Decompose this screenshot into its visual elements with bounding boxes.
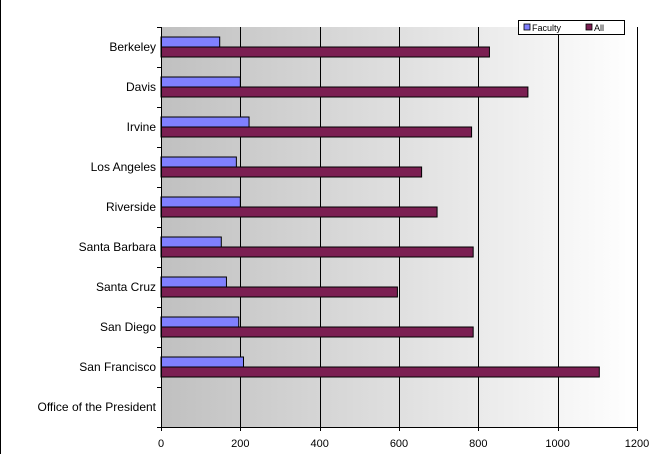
x-tick-label: 400	[310, 438, 328, 450]
category-label: Riverside	[106, 200, 156, 214]
bar-all-san-diego	[160, 326, 474, 338]
x-tick-label: 1200	[625, 438, 649, 450]
bar-faculty-santa-barbara	[160, 236, 222, 248]
legend-swatch-all	[585, 23, 593, 31]
category-label: San Francisco	[79, 360, 156, 374]
bar-all-santa-cruz	[160, 286, 398, 298]
category-label: Santa Cruz	[96, 280, 156, 294]
bar-faculty-irvine	[160, 116, 250, 128]
category-label: San Diego	[100, 320, 156, 334]
bar-faculty-los-angeles	[160, 156, 237, 168]
bar-faculty-riverside	[160, 196, 241, 208]
bar-all-riverside	[160, 206, 438, 218]
x-tick-label: 600	[390, 438, 408, 450]
category-label: Irvine	[127, 120, 157, 134]
category-label: Davis	[126, 80, 156, 94]
bar-faculty-berkeley	[160, 36, 221, 48]
category-label: Los Angeles	[91, 160, 156, 174]
legend-label-faculty: Faculty	[532, 23, 562, 33]
bar-faculty-san-diego	[160, 316, 240, 328]
bar-faculty-davis	[160, 76, 241, 88]
bar-all-berkeley	[160, 46, 490, 58]
category-label: Office of the President	[37, 400, 156, 414]
bar-all-davis	[160, 86, 529, 98]
legend-label-all: All	[594, 23, 604, 33]
bar-all-san-francisco	[160, 366, 600, 378]
x-tick-label: 200	[231, 438, 249, 450]
bar-all-santa-barbara	[160, 246, 474, 258]
bar-all-irvine	[160, 126, 473, 138]
x-tick-label: 800	[469, 438, 487, 450]
bar-all-los-angeles	[160, 166, 423, 178]
x-tick-label: 1000	[545, 438, 569, 450]
category-label: Berkeley	[109, 40, 156, 54]
legend-swatch-faculty	[523, 23, 531, 31]
legend-box	[518, 20, 625, 35]
legend: Faculty All	[518, 20, 625, 35]
bar-faculty-san-francisco	[160, 356, 245, 368]
x-tick-label: 0	[158, 438, 164, 450]
bar-faculty-santa-cruz	[160, 276, 227, 288]
category-label: Santa Barbara	[79, 240, 157, 254]
